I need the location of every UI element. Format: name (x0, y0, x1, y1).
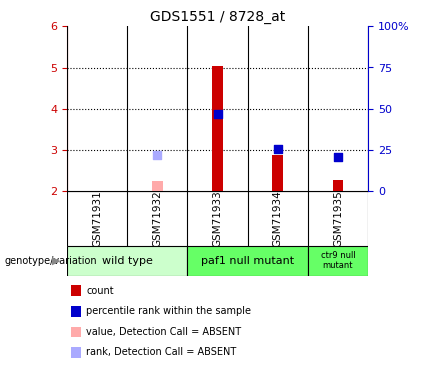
Text: percentile rank within the sample: percentile rank within the sample (86, 306, 251, 316)
Text: ▶: ▶ (52, 256, 61, 266)
Text: GSM71931: GSM71931 (92, 190, 102, 247)
Bar (272, 155, 283, 191)
Text: genotype/variation: genotype/variation (4, 256, 97, 266)
Bar (152, 180, 163, 191)
Title: GDS1551 / 8728_at: GDS1551 / 8728_at (150, 10, 285, 24)
Bar (333, 180, 343, 191)
Bar (308, 246, 368, 276)
Text: GSM71934: GSM71934 (273, 190, 283, 247)
Text: wild type: wild type (102, 256, 153, 266)
Text: value, Detection Call = ABSENT: value, Detection Call = ABSENT (86, 327, 241, 337)
Text: paf1 null mutant: paf1 null mutant (201, 256, 294, 266)
Bar (67, 246, 187, 276)
Bar (212, 66, 223, 191)
Point (154, 152, 161, 158)
Text: count: count (86, 286, 114, 296)
Text: GSM71935: GSM71935 (333, 190, 343, 247)
Point (214, 111, 221, 117)
Text: GSM71932: GSM71932 (152, 190, 162, 247)
Text: GSM71933: GSM71933 (213, 190, 223, 247)
Point (334, 154, 341, 160)
Point (275, 146, 281, 152)
Bar (187, 246, 308, 276)
Text: ctr9 null
mutant: ctr9 null mutant (320, 251, 355, 270)
Text: rank, Detection Call = ABSENT: rank, Detection Call = ABSENT (86, 348, 236, 357)
